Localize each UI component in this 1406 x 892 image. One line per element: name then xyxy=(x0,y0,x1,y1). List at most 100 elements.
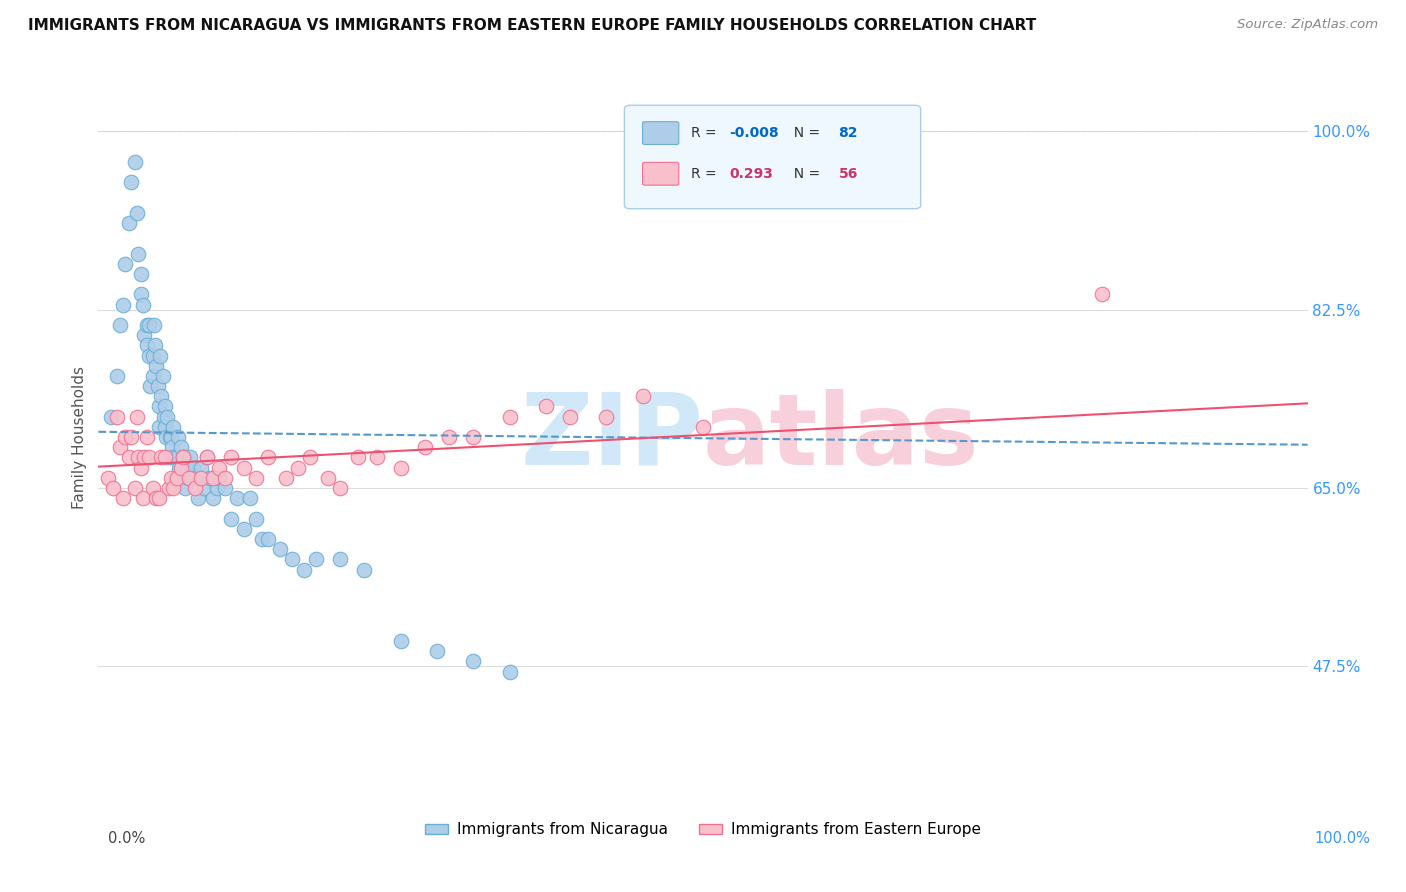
Point xyxy=(173,450,195,465)
Point xyxy=(153,420,176,434)
Point xyxy=(299,450,322,465)
Point xyxy=(135,430,157,444)
Point xyxy=(205,481,228,495)
Point xyxy=(169,440,191,454)
Point xyxy=(114,430,136,444)
FancyBboxPatch shape xyxy=(624,105,921,209)
Point xyxy=(160,430,183,444)
Point xyxy=(214,481,236,495)
Point xyxy=(146,379,169,393)
Point xyxy=(142,349,165,363)
Point xyxy=(202,471,225,485)
Point xyxy=(114,257,136,271)
Point xyxy=(245,471,267,485)
Point xyxy=(190,460,212,475)
Point xyxy=(143,318,166,332)
Point xyxy=(148,400,170,414)
Text: R =: R = xyxy=(690,126,721,140)
Point xyxy=(145,491,167,506)
Point xyxy=(143,338,166,352)
Point xyxy=(184,481,207,495)
Text: Source: ZipAtlas.com: Source: ZipAtlas.com xyxy=(1237,18,1378,31)
Point xyxy=(160,471,183,485)
FancyBboxPatch shape xyxy=(643,121,679,145)
Text: N =: N = xyxy=(785,167,825,181)
Point xyxy=(498,665,520,679)
Point xyxy=(127,409,149,424)
Point xyxy=(172,450,194,465)
Point xyxy=(239,491,262,506)
Point xyxy=(413,440,436,454)
Point xyxy=(281,552,304,566)
Point xyxy=(208,471,231,485)
Point xyxy=(124,481,146,495)
Point xyxy=(134,328,156,343)
Point xyxy=(101,481,124,495)
Point xyxy=(221,511,243,525)
Point xyxy=(176,460,198,475)
Point xyxy=(316,471,339,485)
Point xyxy=(389,460,412,475)
Point xyxy=(256,450,278,465)
Point xyxy=(100,409,122,424)
Point xyxy=(150,389,173,403)
Point xyxy=(156,409,179,424)
Point xyxy=(214,471,236,485)
Point xyxy=(166,450,188,465)
Point xyxy=(184,471,207,485)
Point xyxy=(135,318,157,332)
Legend: Immigrants from Nicaragua, Immigrants from Eastern Europe: Immigrants from Nicaragua, Immigrants fr… xyxy=(419,816,987,843)
Point xyxy=(195,450,218,465)
Point xyxy=(208,460,231,475)
Point xyxy=(274,471,297,485)
Point xyxy=(631,389,654,403)
Point xyxy=(174,481,197,495)
Point xyxy=(105,409,128,424)
Point xyxy=(232,522,254,536)
Point xyxy=(198,471,221,485)
Point xyxy=(135,338,157,352)
Point xyxy=(226,491,249,506)
Point xyxy=(129,267,152,281)
Point xyxy=(389,634,412,648)
Point xyxy=(118,216,141,230)
Point xyxy=(305,552,328,566)
Point xyxy=(256,532,278,546)
Point xyxy=(155,430,177,444)
Text: ZIP: ZIP xyxy=(520,389,703,485)
Point xyxy=(195,450,218,465)
Point xyxy=(152,409,174,424)
Point xyxy=(111,491,134,506)
Point xyxy=(172,471,194,485)
Point xyxy=(157,450,180,465)
Point xyxy=(250,532,273,546)
Text: N =: N = xyxy=(785,126,825,140)
Point xyxy=(129,287,152,301)
Point xyxy=(162,450,184,465)
Text: 0.293: 0.293 xyxy=(730,167,773,181)
Point xyxy=(179,471,201,485)
Point xyxy=(105,368,128,383)
Text: -0.008: -0.008 xyxy=(730,126,779,140)
Point xyxy=(463,430,485,444)
Point xyxy=(595,409,617,424)
Point xyxy=(162,481,184,495)
Text: 0.0%: 0.0% xyxy=(108,831,145,846)
Point xyxy=(127,450,149,465)
Point xyxy=(157,481,180,495)
Point xyxy=(138,318,160,332)
Point xyxy=(127,246,149,260)
Point xyxy=(124,154,146,169)
Text: 100.0%: 100.0% xyxy=(1315,831,1371,846)
Point xyxy=(139,379,162,393)
Point xyxy=(353,563,375,577)
Point xyxy=(129,460,152,475)
Point xyxy=(97,471,120,485)
Point xyxy=(150,450,173,465)
Point xyxy=(1091,287,1114,301)
Point xyxy=(153,450,176,465)
Point xyxy=(187,491,209,506)
Point xyxy=(169,460,191,475)
Point xyxy=(169,460,191,475)
Point xyxy=(108,440,131,454)
